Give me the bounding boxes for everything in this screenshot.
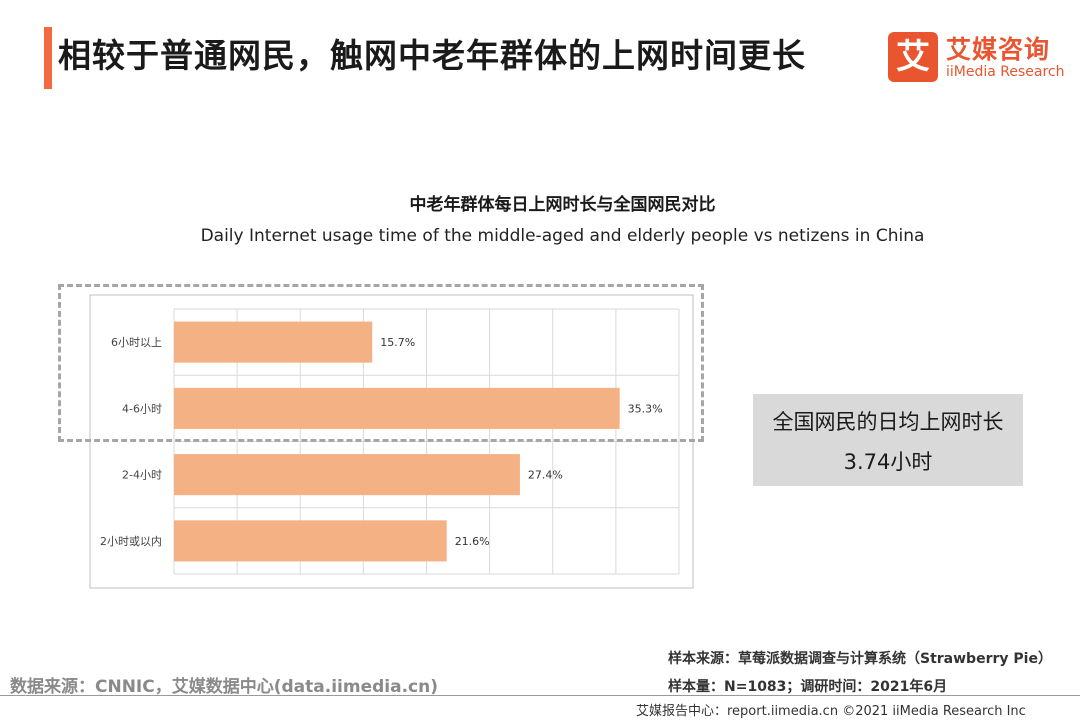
category-label: 2小时或以内 — [100, 534, 162, 548]
chart-title: 中老年群体每日上网时长与全国网民对比 — [409, 195, 716, 215]
footer-text: 艾媒报告中心：report.iimedia.cn ©2021 iiMedia R… — [636, 704, 1026, 719]
title-accent-bar — [44, 27, 52, 89]
category-label: 6小时以上 — [111, 336, 162, 349]
category-label: 4-6小时 — [122, 402, 162, 415]
data-label: 15.7% — [380, 336, 415, 349]
data-label: 27.4% — [528, 469, 563, 482]
data-label: 21.6% — [455, 535, 490, 548]
chart-subtitle: Daily Internet usage time of the middle-… — [200, 226, 925, 246]
logo-en-text: iiMedia Research — [946, 64, 1065, 80]
logo-mark-icon: 艾 — [888, 32, 938, 82]
sample-size-note: 样本量：N=1083；调研时间：2021年6月 — [668, 679, 948, 695]
bar — [174, 387, 620, 429]
page-title: 相较于普通网民，触网中老年群体的上网时间更长 — [58, 36, 806, 75]
bar — [174, 520, 447, 562]
category-label: 2-4小时 — [122, 469, 162, 482]
logo-cn-text: 艾媒咨询 — [946, 35, 1051, 64]
sample-source-note: 样本来源：草莓派数据调查与计算系统（Strawberry Pie） — [668, 651, 1052, 667]
bar — [174, 321, 373, 363]
national-average-label: 全国网民的日均上网时长 — [772, 410, 1004, 434]
iimedia-logo: 艾 艾媒咨询 iiMedia Research — [888, 32, 1068, 84]
national-average-box: 全国网民的日均上网时长 3.74小时 — [753, 394, 1023, 486]
footer-divider — [0, 695, 1080, 696]
data-source-note: 数据来源：CNNIC，艾媒数据中心(data.iimedia.cn) — [10, 677, 438, 697]
national-average-value: 3.74小时 — [843, 450, 933, 474]
data-label: 35.3% — [628, 402, 663, 415]
highlight-dashed-box — [58, 284, 704, 442]
bar — [174, 454, 520, 496]
